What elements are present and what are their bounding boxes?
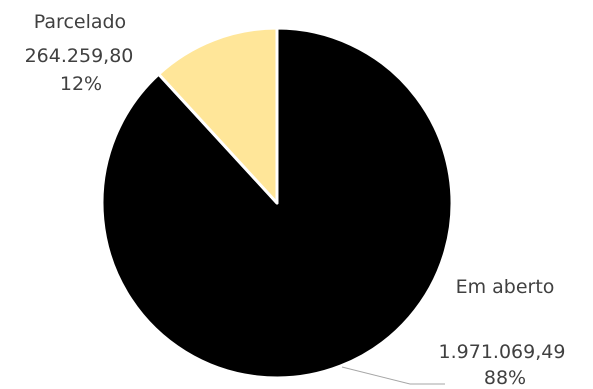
data-label-em-aberto: Em aberto 1.971.069,49 88%: [439, 276, 566, 389]
leader-line-em-aberto: [341, 366, 445, 385]
pie-slice-parcelado: [157, 26, 279, 205]
percent-label-em-aberto: 88%: [484, 367, 526, 389]
data-label-parcelado: Parcelado 264.259,80 12%: [25, 11, 134, 95]
value-label-parcelado: 264.259,80: [25, 45, 134, 67]
category-label-em-aberto: Em aberto: [456, 276, 555, 298]
category-label-parcelado: Parcelado: [34, 11, 126, 33]
percent-label-parcelado: 12%: [60, 73, 102, 95]
pie-slices: [100, 26, 454, 380]
value-label-em-aberto: 1.971.069,49: [439, 341, 566, 363]
